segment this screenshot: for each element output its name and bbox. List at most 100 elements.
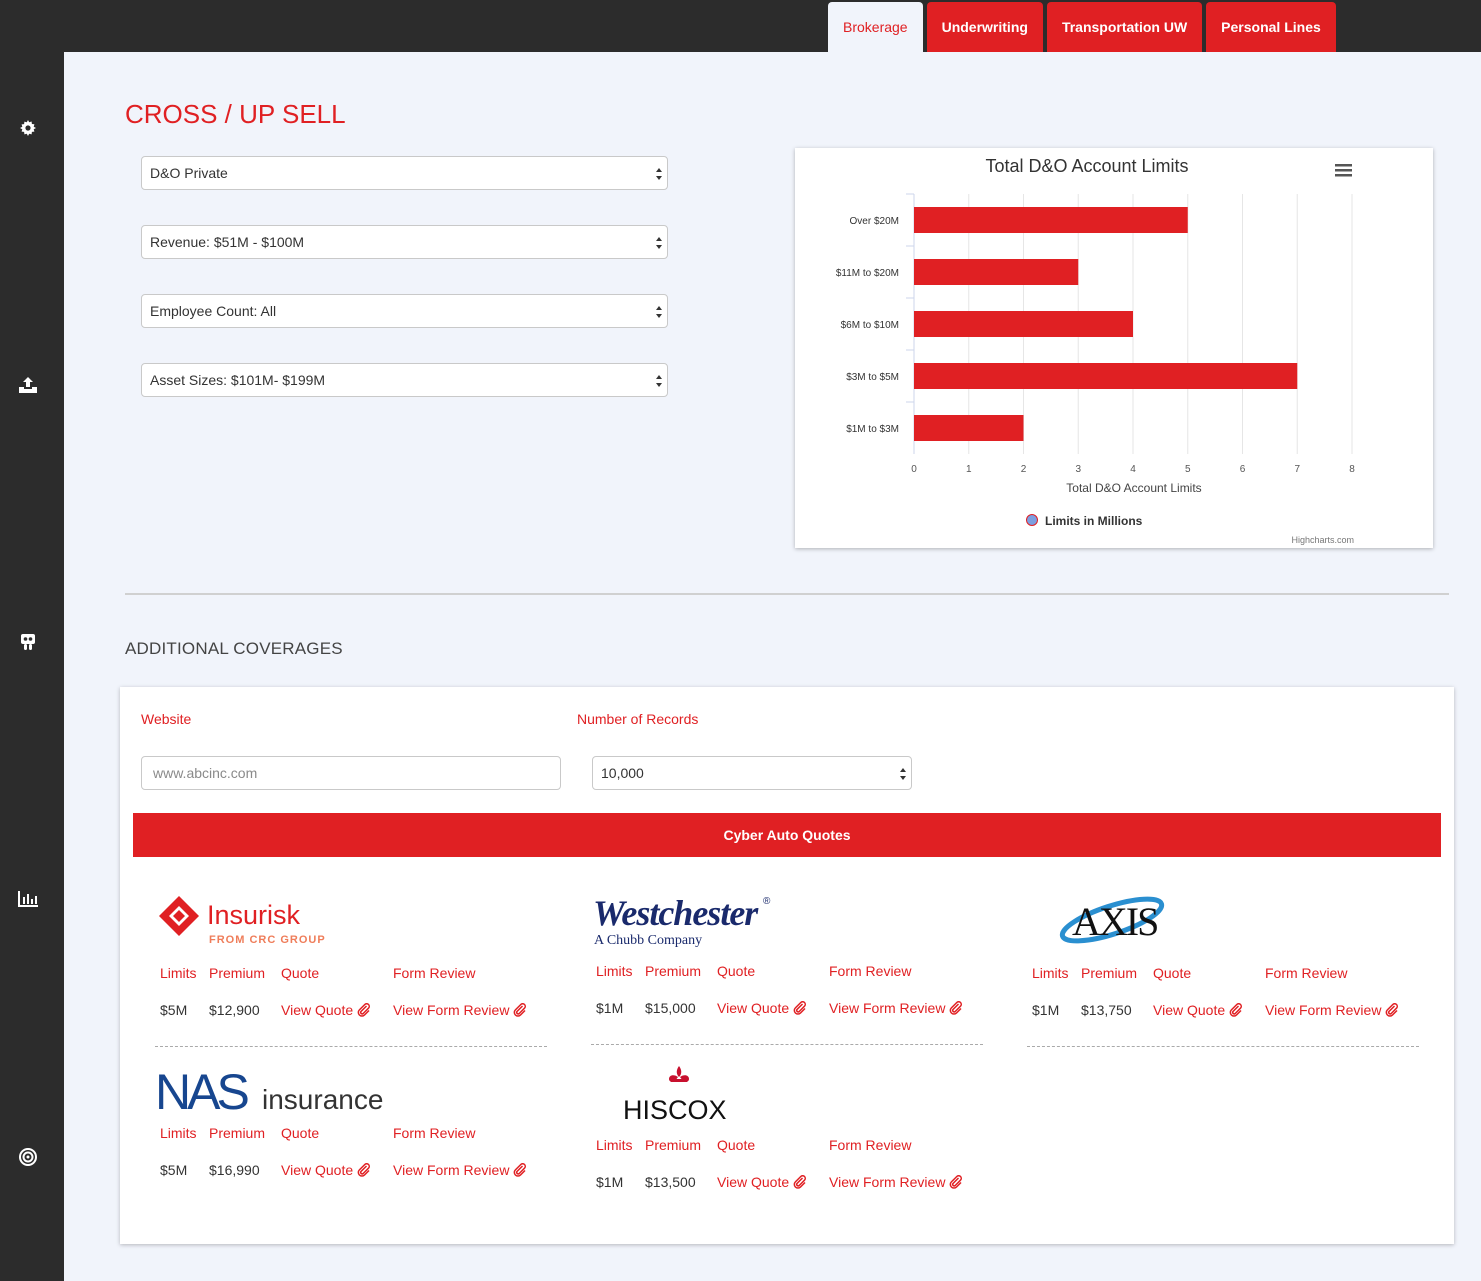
legend-marker	[1026, 514, 1038, 526]
paperclip-icon	[950, 1001, 963, 1015]
view-form-review-link[interactable]: View Form Review	[393, 1162, 527, 1178]
tab-personal-lines[interactable]: Personal Lines	[1206, 2, 1336, 52]
quote-header: Quote	[1153, 965, 1192, 981]
tab-brokerage[interactable]: Brokerage	[828, 2, 923, 52]
hiscox-logo: HISCOX	[623, 1066, 727, 1124]
quote-divider	[155, 1046, 547, 1047]
asset-size-select-value: Asset Sizes: $101M- $199M	[150, 372, 326, 388]
svg-text:insurance: insurance	[262, 1084, 383, 1115]
select-arrows-icon	[656, 375, 662, 387]
quote-header: Quote	[281, 1125, 320, 1141]
target-icon[interactable]	[17, 1146, 39, 1168]
product-select[interactable]: D&O Private	[141, 156, 668, 190]
website-label: Website	[141, 711, 192, 727]
slideshare-icon[interactable]	[17, 631, 39, 653]
tab-transportation-uw[interactable]: Transportation UW	[1046, 2, 1203, 52]
svg-text:A Chubb Company: A Chubb Company	[594, 933, 702, 948]
chart-title: Total D&O Account Limits	[985, 156, 1188, 176]
paperclip-icon	[357, 1163, 371, 1177]
bar	[914, 415, 1024, 441]
quote-divider	[1027, 1046, 1419, 1047]
limits-value: $1M	[596, 1000, 624, 1016]
paperclip-icon	[514, 1003, 527, 1017]
svg-text:FROM CRC GROUP: FROM CRC GROUP	[209, 934, 326, 946]
additional-coverages-card: Website Number of Records www.abcinc.com…	[120, 687, 1454, 1244]
bar	[914, 207, 1188, 233]
category-label: $1M to $3M	[846, 424, 899, 435]
paperclip-icon	[357, 1003, 371, 1017]
category-label: $3M to $5M	[846, 372, 899, 383]
employee-count-select[interactable]: Employee Count: All	[141, 294, 668, 328]
chart-menu-icon[interactable]	[1335, 164, 1352, 177]
section-divider	[125, 593, 1449, 595]
view-quote-link[interactable]: View Quote	[281, 1162, 371, 1178]
nas-logo: NAS insurance	[155, 1064, 383, 1120]
svg-text:HISCOX: HISCOX	[623, 1095, 727, 1124]
tab-underwriting[interactable]: Underwriting	[926, 2, 1043, 52]
sidebar	[0, 0, 64, 1281]
premium-value: $15,000	[645, 1000, 696, 1016]
limits-value: $5M	[160, 1002, 188, 1018]
limits-header: Limits	[1032, 965, 1069, 981]
category-label: $6M to $10M	[841, 320, 899, 331]
form-review-header: Form Review	[829, 963, 912, 979]
select-arrows-icon	[656, 237, 662, 249]
chart-svg: Total D&O Account Limits 0 1 2 3 4 5 6 7 8 Over $…	[836, 156, 1355, 545]
view-form-review-link[interactable]: View Form Review	[1265, 1002, 1399, 1018]
quote-header: Quote	[281, 965, 320, 981]
website-input[interactable]: www.abcinc.com	[141, 756, 561, 790]
cyber-auto-quotes-button[interactable]: Cyber Auto Quotes	[133, 813, 1441, 857]
paperclip-icon	[793, 1175, 807, 1189]
legend-label: Limits in Millions	[1045, 514, 1143, 528]
quote-header: Quote	[717, 963, 756, 979]
limits-value: $1M	[596, 1174, 624, 1190]
view-quote-link[interactable]: View Quote	[717, 1174, 807, 1190]
limits-header: Limits	[596, 963, 633, 979]
limits-value: $1M	[1032, 1002, 1060, 1018]
premium-header: Premium	[1081, 965, 1138, 981]
records-label: Number of Records	[577, 711, 699, 727]
employee-count-select-value: Employee Count: All	[150, 303, 277, 319]
limits-header: Limits	[160, 965, 197, 981]
x-tick-label: 0	[911, 464, 917, 475]
asset-size-select[interactable]: Asset Sizes: $101M- $199M	[141, 363, 668, 397]
select-arrows-icon	[656, 168, 662, 180]
limits-header: Limits	[160, 1125, 197, 1141]
svg-text:AXIS: AXIS	[1072, 899, 1157, 944]
x-tick-label: 4	[1130, 464, 1136, 475]
premium-header: Premium	[645, 963, 702, 979]
top-tabs: Brokerage Underwriting Transportation UW…	[828, 2, 1336, 52]
upload-icon[interactable]	[17, 374, 39, 396]
limits-chart: Total D&O Account Limits 0 1 2 3 4 5 6 7 8 Over $…	[795, 148, 1433, 548]
x-tick-label: 1	[966, 464, 972, 475]
limits-value: $5M	[160, 1162, 188, 1178]
view-quote-link[interactable]: View Quote	[1153, 1002, 1243, 1018]
additional-coverages-title: ADDITIONAL COVERAGES	[125, 639, 343, 658]
revenue-select[interactable]: Revenue: $51M - $100M	[141, 225, 668, 259]
paperclip-icon	[514, 1163, 527, 1177]
premium-header: Premium	[209, 965, 266, 981]
x-tick-label: 7	[1294, 464, 1300, 475]
view-form-review-link[interactable]: View Form Review	[829, 1174, 963, 1190]
bar-chart-icon[interactable]	[17, 888, 39, 910]
view-quote-link[interactable]: View Quote	[717, 1000, 807, 1016]
westchester-logo: Westchester ® A Chubb Company	[593, 893, 771, 948]
records-select[interactable]: 10,000	[592, 756, 912, 790]
page-title: CROSS / UP SELL	[125, 99, 346, 129]
x-tick-label: 3	[1075, 464, 1081, 475]
premium-header: Premium	[645, 1137, 702, 1153]
quote-divider	[591, 1044, 983, 1045]
svg-text:Insurisk: Insurisk	[207, 900, 301, 930]
limits-header: Limits	[596, 1137, 633, 1153]
category-label: $11M to $20M	[836, 268, 899, 279]
paperclip-icon	[1386, 1003, 1399, 1017]
view-quote-link[interactable]: View Quote	[281, 1002, 371, 1018]
chart-credit: Highcharts.com	[1291, 535, 1354, 545]
revenue-select-value: Revenue: $51M - $100M	[150, 234, 305, 250]
premium-value: $13,500	[645, 1174, 696, 1190]
view-form-review-link[interactable]: View Form Review	[393, 1002, 527, 1018]
gear-icon[interactable]	[17, 117, 39, 139]
view-form-review-link[interactable]: View Form Review	[829, 1000, 963, 1016]
form-review-header: Form Review	[393, 965, 476, 981]
chart-x-axis-title: Total D&O Account Limits	[1066, 481, 1201, 495]
